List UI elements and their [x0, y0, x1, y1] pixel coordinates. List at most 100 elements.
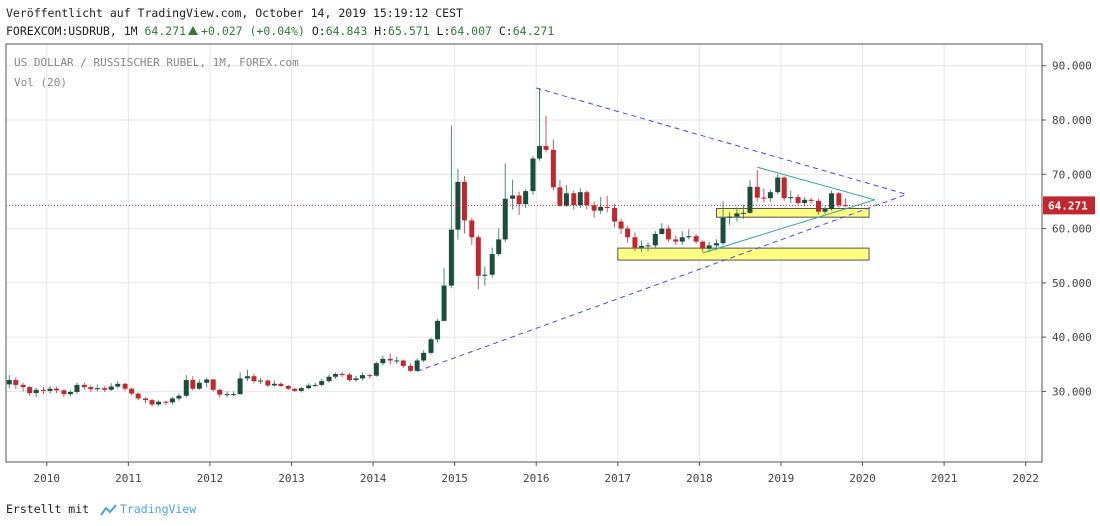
- candle-up: [33, 389, 39, 394]
- candle-up: [727, 216, 733, 218]
- candle-up: [326, 376, 332, 382]
- candle-up: [482, 274, 488, 276]
- x-tick-label: 2020: [849, 472, 876, 485]
- close-label: C:: [498, 24, 513, 38]
- candle-up: [353, 378, 359, 381]
- close-value: 64.271: [512, 24, 555, 38]
- candle-down: [81, 384, 87, 388]
- candle-down: [516, 195, 522, 205]
- candle-down: [400, 360, 406, 366]
- up-triangle-icon: [188, 26, 199, 35]
- candle-up: [679, 237, 685, 242]
- candle-up: [530, 158, 536, 192]
- support-zone: [716, 207, 870, 218]
- x-tick-label: 2010: [34, 472, 61, 485]
- tradingview-logo-icon: [100, 504, 117, 516]
- candle-down: [265, 380, 271, 386]
- candle-up: [258, 380, 264, 382]
- candle-down: [190, 380, 196, 389]
- candle-down: [571, 193, 577, 206]
- candle-down: [842, 205, 848, 207]
- candle-down: [550, 149, 556, 188]
- candle-up: [775, 177, 781, 193]
- candle-down: [217, 389, 223, 395]
- low-value: 64.007: [450, 24, 492, 38]
- support-zones: [617, 207, 870, 261]
- candle-down: [673, 239, 679, 242]
- chart-grid: [6, 44, 1042, 462]
- high-label: H:: [374, 24, 389, 38]
- candle-down: [27, 387, 33, 394]
- candle-up: [298, 388, 304, 391]
- high-value: 65.571: [388, 24, 430, 38]
- candle-down: [149, 400, 155, 405]
- candle-up: [244, 376, 250, 379]
- candle-up: [510, 195, 516, 199]
- triangle-line-lower: [702, 199, 875, 254]
- dashed-trend-lower: [416, 193, 907, 372]
- candle-up: [156, 401, 162, 405]
- created-with-label: Erstellt mit: [6, 502, 90, 516]
- y-tick-label: 60.000: [1052, 223, 1092, 236]
- y-tick-label: 70.000: [1052, 168, 1092, 181]
- candle-up: [706, 245, 712, 249]
- candle-down: [754, 186, 760, 198]
- candle-down: [461, 181, 467, 221]
- candle-down: [367, 375, 373, 377]
- candle-up: [659, 228, 665, 234]
- candle-up: [319, 381, 325, 385]
- candle-down: [557, 187, 563, 206]
- candle-up: [373, 363, 379, 376]
- candle-up: [598, 206, 604, 211]
- candle-down: [612, 207, 618, 222]
- candle-up: [638, 245, 644, 248]
- triangle-line-upper: [757, 166, 875, 201]
- x-tick-label: 2016: [523, 472, 550, 485]
- candle-down: [41, 389, 47, 391]
- candle-up: [115, 383, 121, 387]
- candles: [6, 87, 848, 407]
- candle-up: [720, 217, 726, 244]
- candle-up: [714, 243, 720, 246]
- candle-up: [788, 197, 794, 199]
- candle-down: [210, 379, 216, 390]
- candle-up: [306, 385, 312, 389]
- candle-up: [448, 229, 454, 286]
- candle-down: [781, 177, 787, 199]
- candle-up: [333, 374, 339, 377]
- candle-up: [94, 388, 100, 390]
- candle-up: [271, 383, 277, 386]
- candle-down: [808, 199, 814, 201]
- open-label: O:: [311, 24, 326, 38]
- x-tick-label: 2012: [197, 472, 224, 485]
- x-tick-label: 2015: [441, 472, 468, 485]
- candle-down: [339, 374, 345, 376]
- candle-up: [502, 198, 508, 240]
- candle-down: [278, 383, 284, 386]
- candle-up: [108, 386, 114, 390]
- candle-down: [163, 401, 169, 403]
- quote-line: FOREXCOM:USDRUB, 1M 64.271 +0.027 (+0.04%…: [6, 24, 554, 38]
- candle-up: [169, 398, 175, 403]
- candle-down: [135, 393, 141, 399]
- y-tick-label: 90.000: [1052, 60, 1092, 73]
- candle-up: [740, 212, 746, 214]
- candle-down: [129, 388, 135, 394]
- candle-up: [414, 360, 420, 371]
- candle-up: [536, 146, 542, 159]
- axes: 30.000 40.000 50.000 60.000 70.000 80.000 90.0…: [34, 60, 1095, 485]
- y-tick-label: 40.000: [1052, 331, 1092, 344]
- symbol-label: FOREXCOM:USDRUB, 1M: [6, 24, 138, 38]
- candle-up: [822, 209, 828, 212]
- candle-down: [815, 200, 821, 212]
- tradingview-brand[interactable]: TradingView: [120, 502, 197, 516]
- candle-up: [421, 352, 427, 361]
- x-tick-label: 2018: [686, 472, 713, 485]
- trend-lines: [6, 87, 1042, 372]
- chart-title: US DOLLAR / RUSSISCHER RUBEL, 1M, FOREX.…: [14, 56, 299, 69]
- candle-down: [625, 228, 631, 238]
- footer: Erstellt mit TradingView: [6, 502, 196, 516]
- change-value: +0.027 (+0.04%): [201, 24, 305, 38]
- candle-down: [20, 384, 26, 388]
